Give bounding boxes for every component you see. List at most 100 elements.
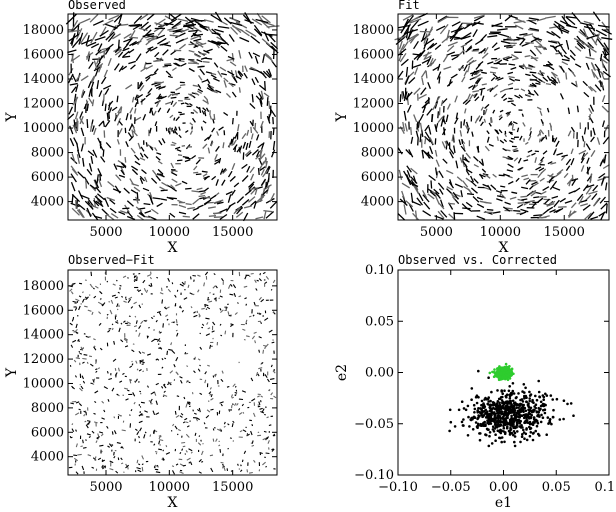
whisker: [175, 357, 179, 362]
whisker: [599, 80, 602, 88]
whisker: [227, 311, 230, 315]
whisker: [109, 460, 114, 464]
data-point: [486, 410, 489, 414]
whisker: [465, 206, 473, 213]
data-point: [462, 407, 466, 410]
whisker: [171, 92, 178, 97]
data-point: [489, 403, 492, 407]
whisker: [96, 80, 100, 90]
whisker: [132, 126, 136, 132]
whisker: [108, 100, 114, 107]
data-point: [528, 390, 531, 394]
whisker: [266, 115, 271, 124]
whisker: [81, 375, 85, 380]
whisker: [521, 113, 524, 117]
whisker: [210, 72, 217, 76]
whisker: [152, 410, 156, 415]
whisker: [169, 370, 174, 374]
data-point: [552, 408, 555, 412]
whisker: [423, 51, 430, 61]
whisker: [85, 35, 90, 46]
data-point: [476, 409, 480, 412]
whisker: [257, 405, 261, 408]
axes: 5000 10000 1500040006000800010000120001400…: [4, 14, 277, 256]
whisker: [489, 117, 492, 124]
x-tick-label: −0.10: [378, 480, 418, 495]
whisker: [508, 180, 514, 185]
whisker: [578, 195, 584, 205]
data-point: [507, 389, 511, 393]
whisker: [270, 364, 273, 368]
y-tick-label: 6000: [361, 170, 394, 185]
data-point: [498, 375, 502, 379]
data-point: [529, 431, 533, 434]
whisker: [103, 386, 108, 390]
whisker: [153, 429, 156, 435]
whisker: [592, 11, 601, 22]
whisker: [465, 125, 469, 131]
data-point: [486, 402, 490, 406]
whisker: [78, 408, 81, 411]
whisker: [231, 423, 234, 428]
whisker: [496, 198, 503, 202]
whisker: [223, 425, 226, 428]
whisker: [237, 302, 239, 304]
whisker: [522, 63, 528, 70]
whisker: [153, 68, 159, 74]
whisker: [185, 129, 189, 133]
whisker: [437, 116, 444, 124]
y-tick-label: 6000: [31, 425, 64, 440]
whisker: [194, 20, 204, 27]
whisker: [125, 141, 129, 148]
data-point: [502, 426, 506, 430]
whisker: [514, 79, 521, 82]
whisker: [463, 119, 466, 126]
whisker: [468, 84, 474, 89]
whisker: [216, 428, 221, 432]
whisker: [471, 70, 476, 77]
whisker: [437, 111, 440, 119]
whisker: [441, 35, 451, 44]
whisker: [461, 32, 472, 39]
whisker: [144, 431, 147, 434]
whisker: [82, 361, 85, 364]
whisker: [434, 149, 438, 157]
whisker: [517, 198, 525, 202]
data-point: [515, 423, 519, 427]
whisker: [126, 215, 136, 221]
data-point: [508, 397, 512, 400]
whisker: [133, 325, 137, 328]
whisker: [236, 147, 241, 153]
whisker: [480, 89, 483, 96]
whisker: [89, 123, 93, 132]
whisker: [231, 91, 237, 98]
whisker: [264, 157, 267, 164]
whisker: [211, 40, 222, 45]
scatter-plot: [448, 362, 575, 448]
whisker: [460, 145, 466, 152]
data-point: [508, 422, 512, 426]
whisker: [175, 329, 178, 332]
whisker: [587, 41, 594, 49]
whisker: [135, 206, 143, 213]
whisker: [75, 401, 80, 404]
whisker: [143, 287, 147, 292]
whisker: [403, 204, 407, 215]
whisker: [165, 19, 177, 27]
x-tick-label: 15000: [212, 480, 253, 495]
data-point: [544, 392, 547, 396]
whisker: [173, 128, 177, 134]
whisker: [223, 306, 227, 310]
whisker: [178, 58, 185, 60]
whisker: [412, 53, 422, 56]
whisker: [509, 77, 515, 82]
data-point: [523, 396, 526, 400]
whisker: [473, 21, 484, 25]
whisker: [86, 207, 92, 217]
whisker: [259, 451, 263, 455]
whisker: [459, 157, 463, 163]
whisker: [207, 134, 212, 140]
whisker: [449, 31, 459, 40]
data-point: [555, 397, 559, 401]
whisker: [120, 446, 124, 449]
